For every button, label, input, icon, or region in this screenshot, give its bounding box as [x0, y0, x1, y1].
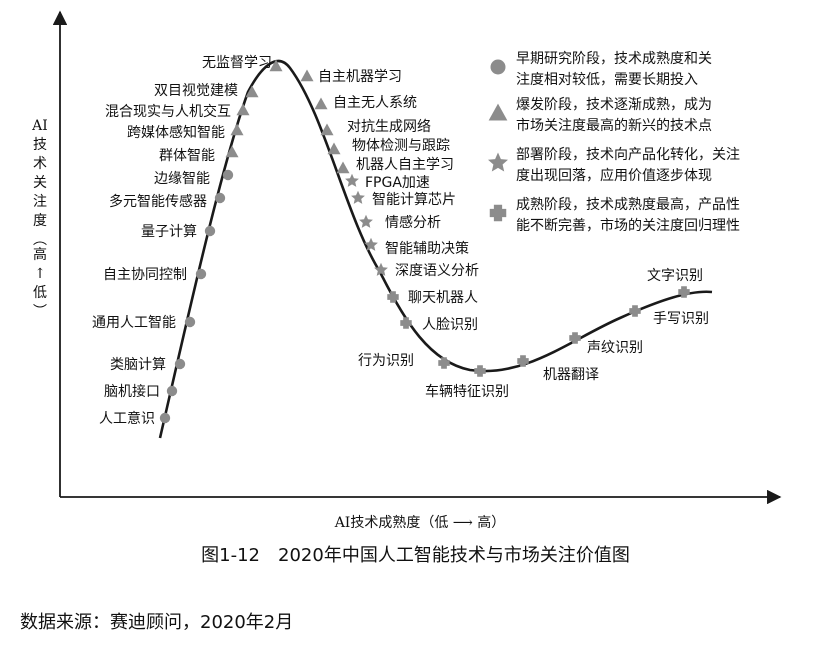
- tech-marker-triangle: [225, 145, 239, 158]
- y-axis-label-char: 低: [33, 285, 47, 301]
- legend-text: 部署阶段，技术向产品化转化，关注: [516, 147, 740, 163]
- tech-labels: 人工意识 脑机接口 类脑计算 通用人工智能 自主协同控制 量子计算 多元智能传感器 边缘智能 群…: [92, 55, 709, 427]
- hype-cycle-chart: 人工意识 脑机接口 类脑计算 通用人工智能 自主协同控制 量子计算 多元智能传感器 边缘智能 群…: [31, 10, 782, 530]
- tech-label: 脑机接口: [104, 383, 160, 400]
- tech-label: 机器翻译: [543, 367, 599, 383]
- tech-marker-star: [364, 237, 378, 251]
- legend-text: 成熟阶段，技术成熟度最高，产品性: [516, 196, 740, 213]
- tech-marker-plus: [474, 365, 486, 377]
- y-axis-label-char: ↑: [34, 266, 46, 282]
- tech-marker-circle: [214, 192, 226, 204]
- tech-label: 人工意识: [99, 410, 155, 427]
- legend-text: 度出现回落，应用价值逐步体现: [516, 167, 712, 184]
- legend-star-icon: [488, 152, 508, 172]
- tech-label: 无监督学习: [202, 55, 272, 71]
- tech-label: 机器人自主学习: [356, 157, 454, 173]
- tech-marker-circle: [159, 412, 171, 424]
- tech-marker-circle: [204, 225, 216, 237]
- tech-marker-plus: [400, 317, 412, 329]
- tech-marker-triangle: [327, 142, 341, 155]
- tech-marker-circle: [166, 385, 178, 397]
- tech-marker-triangle: [336, 161, 350, 174]
- tech-marker-circle: [195, 268, 207, 280]
- tech-label: 车辆特征识别: [425, 383, 509, 400]
- y-axis-label-char: 关: [33, 175, 47, 191]
- y-axis-label-char: 技: [33, 137, 47, 153]
- tech-label: 对抗生成网络: [347, 119, 431, 135]
- tech-marker-plus: [387, 291, 399, 303]
- legend-text: 早期研究阶段，技术成熟度和关: [516, 51, 712, 67]
- y-axis-label-char: 高: [33, 246, 47, 263]
- tech-marker-plus: [629, 305, 641, 317]
- tech-label: 量子计算: [141, 224, 197, 240]
- hype-curve: [158, 59, 713, 439]
- tech-marker-triangle: [314, 97, 328, 110]
- tech-label: 群体智能: [159, 148, 215, 164]
- tech-label: 自主无人系统: [333, 95, 417, 111]
- legend-triangle-icon: [488, 103, 508, 121]
- tech-label: 类脑计算: [110, 357, 166, 373]
- legend-text: 爆发阶段，技术逐渐成熟，成为: [516, 97, 712, 113]
- legend-text: 市场关注度最高的新兴的技术点: [516, 117, 712, 134]
- tech-label: 智能计算芯片: [372, 192, 456, 208]
- tech-label: 自主协同控制: [103, 267, 187, 283]
- tech-label: 多元智能传感器: [109, 193, 207, 210]
- tech-label: 物体检测与跟踪: [352, 138, 450, 154]
- y-axis-label-char: AI: [31, 118, 48, 134]
- tech-label: 情感分析: [385, 214, 441, 231]
- tech-label: 混合现实与人机交互: [105, 103, 231, 120]
- tech-marker-plus: [517, 355, 529, 367]
- tech-label: 手写识别: [653, 311, 709, 327]
- tech-label: 智能辅助决策: [385, 240, 469, 257]
- figure-caption: 图1-12 2020年中国人工智能技术与市场关注价值图: [201, 545, 630, 566]
- tech-label: 文字识别: [647, 268, 703, 284]
- tech-marker-triangle: [269, 59, 283, 72]
- tech-marker-star: [351, 190, 365, 204]
- legend-plus-icon: [489, 204, 507, 222]
- tech-marker-plus: [569, 332, 581, 344]
- tech-label: 深度语义分析: [395, 263, 479, 279]
- tech-label: FPGA加速: [365, 175, 430, 191]
- tech-marker-triangle: [320, 123, 334, 136]
- tech-label: 聊天机器人: [408, 290, 478, 306]
- tech-marker-triangle: [300, 69, 314, 82]
- tech-markers: [159, 59, 690, 424]
- tech-label: 双目视觉建模: [154, 83, 238, 99]
- tech-label: 跨媒体感知智能: [127, 124, 225, 141]
- tech-label: 人脸识别: [422, 317, 478, 333]
- x-axis-label: AI技术成熟度（低 ⟶ 高）: [334, 514, 506, 530]
- tech-label: 行为识别: [358, 353, 414, 369]
- y-axis-label-char: ︶: [33, 304, 47, 320]
- tech-label: 声纹识别: [587, 340, 643, 356]
- tech-marker-circle: [174, 358, 186, 370]
- tech-label: 边缘智能: [154, 171, 210, 187]
- legend-text: 注度相对较低，需要长期投入: [516, 72, 698, 88]
- y-axis-label-char: 度: [33, 213, 47, 229]
- data-source: 数据来源：赛迪顾问，2020年2月: [20, 612, 294, 633]
- legend: 早期研究阶段，技术成熟度和关注度相对较低，需要长期投入爆发阶段，技术逐渐成熟，成…: [488, 51, 740, 234]
- tech-marker-star: [374, 262, 388, 276]
- tech-marker-circle: [184, 316, 196, 328]
- tech-marker-star: [345, 173, 359, 187]
- legend-text: 能不断完善，市场的关注度回归理性: [516, 217, 740, 234]
- tech-marker-plus: [438, 357, 450, 369]
- tech-marker-circle: [222, 169, 234, 181]
- y-axis-label-char: 注: [33, 194, 47, 210]
- tech-marker-triangle: [236, 103, 250, 116]
- tech-label: 自主机器学习: [318, 69, 402, 85]
- tech-marker-triangle: [245, 85, 259, 98]
- y-axis-label-char: 术: [33, 156, 47, 172]
- tech-marker-plus: [678, 286, 690, 298]
- tech-label: 通用人工智能: [92, 315, 176, 331]
- tech-marker-triangle: [230, 123, 244, 136]
- tech-marker-star: [359, 214, 373, 228]
- legend-circle-icon: [490, 59, 506, 75]
- y-axis-label-char: ︵: [33, 232, 47, 248]
